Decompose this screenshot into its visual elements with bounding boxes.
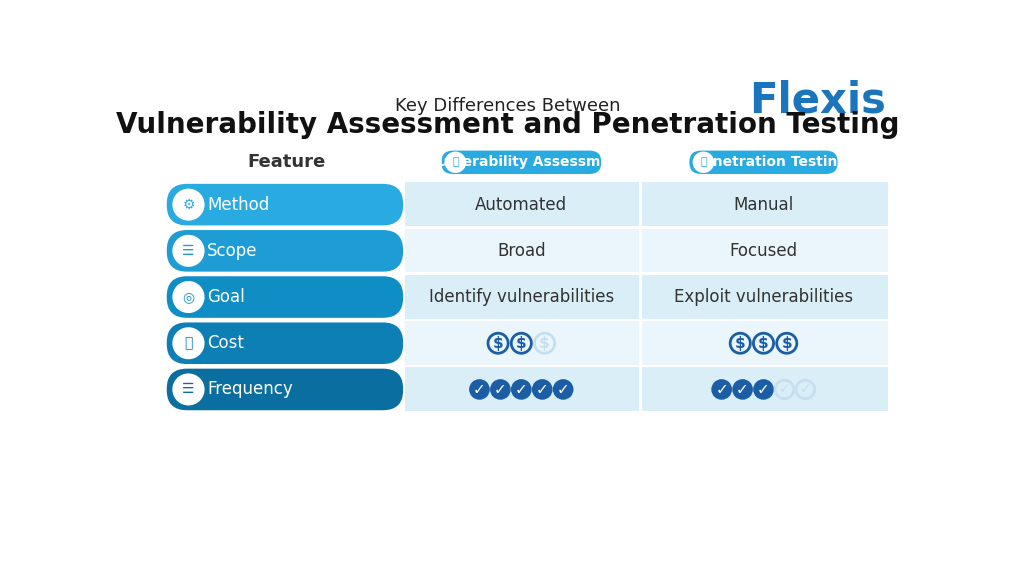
- Circle shape: [174, 282, 203, 312]
- Text: Manual: Manual: [733, 196, 794, 214]
- Text: Identify vulnerabilities: Identify vulnerabilities: [429, 288, 614, 306]
- Text: $: $: [758, 336, 769, 351]
- Circle shape: [492, 380, 510, 399]
- Text: ⛟: ⛟: [453, 157, 459, 167]
- Circle shape: [174, 236, 203, 266]
- Text: ◎: ◎: [182, 290, 195, 304]
- FancyBboxPatch shape: [167, 230, 403, 272]
- Text: Frequency: Frequency: [207, 380, 293, 399]
- Bar: [404, 229, 888, 272]
- Circle shape: [512, 380, 530, 399]
- Text: Automated: Automated: [475, 196, 567, 214]
- Text: ✓: ✓: [800, 382, 811, 396]
- Text: Flexis: Flexis: [750, 80, 886, 122]
- Circle shape: [445, 152, 466, 172]
- Circle shape: [532, 380, 552, 399]
- Text: Cost: Cost: [207, 334, 244, 353]
- Circle shape: [554, 380, 572, 399]
- Text: ✓: ✓: [536, 381, 549, 396]
- FancyBboxPatch shape: [167, 323, 403, 364]
- Bar: [404, 183, 888, 226]
- Circle shape: [713, 380, 731, 399]
- FancyBboxPatch shape: [688, 149, 839, 175]
- Text: Exploit vulnerabilities: Exploit vulnerabilities: [674, 288, 853, 306]
- Text: ✓: ✓: [716, 381, 728, 396]
- Text: $: $: [781, 336, 792, 351]
- FancyBboxPatch shape: [440, 149, 603, 175]
- Text: ✓: ✓: [557, 381, 569, 396]
- Text: ✓: ✓: [515, 381, 527, 396]
- FancyBboxPatch shape: [167, 369, 403, 410]
- Bar: [404, 321, 888, 365]
- FancyBboxPatch shape: [167, 276, 403, 318]
- Text: $: $: [540, 336, 550, 351]
- Text: ✓: ✓: [736, 381, 749, 396]
- Text: ☰: ☰: [182, 244, 195, 258]
- Circle shape: [174, 190, 203, 219]
- Text: ⚙: ⚙: [182, 198, 195, 211]
- Bar: [404, 275, 888, 319]
- Text: Goal: Goal: [207, 288, 245, 306]
- Circle shape: [174, 375, 203, 404]
- Text: $: $: [493, 336, 504, 351]
- FancyBboxPatch shape: [167, 184, 403, 225]
- Text: Broad: Broad: [497, 242, 546, 260]
- Text: ⛟: ⛟: [700, 157, 707, 167]
- Text: Vulnerability Assessment: Vulnerability Assessment: [428, 156, 627, 169]
- Text: $: $: [516, 336, 526, 351]
- Text: Method: Method: [207, 196, 269, 214]
- Text: ✓: ✓: [778, 382, 791, 396]
- Text: ➿: ➿: [184, 336, 193, 350]
- Bar: [404, 367, 888, 411]
- Circle shape: [174, 329, 203, 358]
- Text: Penetration Testing: Penetration Testing: [692, 156, 847, 169]
- Text: ✓: ✓: [494, 381, 507, 396]
- Circle shape: [733, 380, 752, 399]
- Circle shape: [755, 380, 773, 399]
- Text: Key Differences Between: Key Differences Between: [395, 97, 621, 115]
- Text: Feature: Feature: [248, 153, 326, 171]
- Text: ✓: ✓: [757, 381, 770, 396]
- Circle shape: [693, 152, 714, 172]
- Text: Vulnerability Assessment and Penetration Testing: Vulnerability Assessment and Penetration…: [116, 111, 899, 139]
- Circle shape: [470, 380, 488, 399]
- Text: ☰: ☰: [182, 382, 195, 396]
- Text: Focused: Focused: [729, 242, 798, 260]
- Text: ✓: ✓: [473, 381, 485, 396]
- Text: $: $: [735, 336, 745, 351]
- Text: Scope: Scope: [207, 242, 258, 260]
